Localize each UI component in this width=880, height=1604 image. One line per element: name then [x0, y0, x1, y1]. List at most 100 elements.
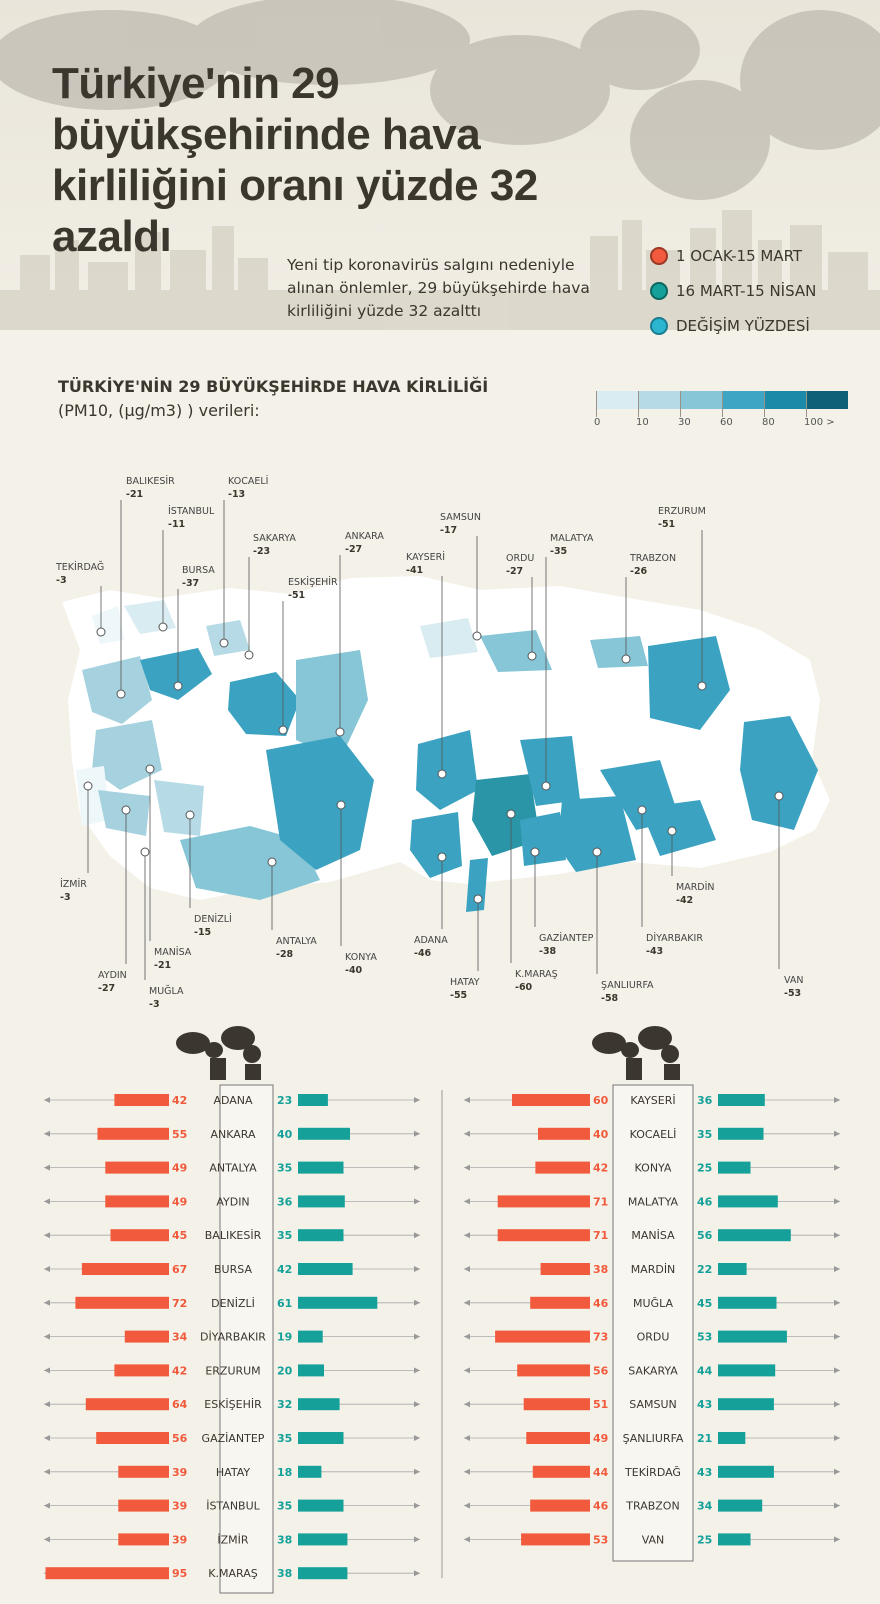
callout-city-name: SAKARYA — [253, 533, 296, 544]
table-row: 42 ADANA 23 — [44, 1094, 420, 1107]
arrow-left-icon — [44, 1097, 50, 1103]
before-bar — [512, 1094, 590, 1106]
arrow-left-icon — [464, 1232, 470, 1239]
left-name-column — [219, 1084, 274, 1594]
factory-chimney-icon-right — [592, 1026, 680, 1080]
region-balikesir — [82, 656, 152, 724]
map-callout: SAKARYA -23 — [244, 533, 296, 660]
after-value: 32 — [277, 1398, 292, 1411]
city-marker-icon — [506, 809, 516, 819]
map-callout: K.MARAŞ -60 — [506, 809, 558, 993]
arrow-right-icon — [834, 1502, 840, 1509]
map-callout: MUĞLA -3 — [140, 847, 184, 1010]
after-value: 36 — [277, 1195, 293, 1208]
legend-label: DEĞİŞİM YÜZDESİ — [676, 316, 810, 335]
row-city-name: MUĞLA — [633, 1297, 673, 1310]
legend-label: 16 MART-15 NİSAN — [676, 281, 817, 300]
region-samsun — [420, 618, 478, 658]
row-city-name: ANKARA — [210, 1128, 255, 1141]
table-row: 34 DİYARBAKIR 19 — [44, 1330, 420, 1344]
city-marker-icon — [96, 627, 106, 637]
after-bar — [718, 1465, 774, 1478]
city-marker-icon — [278, 725, 288, 735]
legend-label: 1 OCAK-15 MART — [676, 246, 803, 265]
map-callout: KONYA -40 — [336, 800, 377, 976]
after-bar — [298, 1364, 324, 1377]
after-bar — [718, 1398, 774, 1411]
callout-change-value: -17 — [440, 525, 457, 536]
scale-swatch — [806, 391, 848, 409]
scale-tick-mark — [596, 391, 597, 417]
before-bar — [526, 1432, 590, 1444]
row-city-name: TRABZON — [625, 1500, 679, 1513]
arrow-right-icon — [414, 1536, 420, 1543]
row-city-name: HATAY — [216, 1466, 250, 1479]
callout-change-value: -27 — [345, 544, 362, 555]
row-city-name: BURSA — [214, 1263, 252, 1276]
table-row: 51 SAMSUN 43 — [464, 1398, 840, 1411]
arrow-left-icon — [44, 1401, 50, 1408]
before-bar — [118, 1533, 169, 1546]
map-callout: TRABZON -26 — [621, 553, 676, 664]
row-city-name: SAKARYA — [628, 1364, 678, 1377]
arrow-right-icon — [834, 1367, 840, 1374]
before-value: 39 — [172, 1533, 187, 1546]
row-city-name: TEKİRDAĞ — [624, 1466, 681, 1479]
callout-city-name: SAMSUN — [440, 512, 481, 523]
arrow-left-icon — [464, 1333, 470, 1340]
factory-chimney-icon-left — [176, 1026, 261, 1080]
callout-city-name: ŞANLIURFA — [601, 980, 654, 991]
arrow-left-icon — [44, 1164, 50, 1171]
arrow-left-icon — [464, 1502, 470, 1509]
city-marker-icon — [244, 650, 254, 660]
city-marker-icon — [527, 651, 537, 661]
after-bar — [298, 1567, 348, 1580]
callout-change-value: -58 — [601, 993, 619, 1004]
legend-item-after: 16 MART-15 NİSAN — [650, 273, 816, 308]
row-city-name: ORDU — [637, 1331, 670, 1344]
callout-city-name: VAN — [784, 975, 804, 986]
after-bar — [718, 1094, 765, 1106]
callout-city-name: KAYSERİ — [406, 552, 445, 563]
callout-city-name: KONYA — [345, 952, 377, 963]
before-bar — [114, 1094, 169, 1106]
after-bar — [298, 1296, 378, 1309]
city-marker-icon — [530, 847, 540, 857]
arrow-left-icon — [464, 1130, 470, 1137]
arrow-left-icon — [464, 1468, 470, 1475]
table-row: 39 İSTANBUL 35 — [44, 1499, 420, 1513]
arrow-right-icon — [834, 1333, 840, 1340]
after-value: 35 — [277, 1500, 292, 1513]
arrow-left-icon — [44, 1367, 50, 1374]
after-bar — [298, 1533, 348, 1546]
arrow-right-icon — [414, 1502, 420, 1509]
before-value: 72 — [172, 1297, 187, 1310]
before-value: 60 — [593, 1094, 609, 1107]
before-value: 49 — [172, 1195, 187, 1208]
table-row: 42 KONYA 25 — [464, 1161, 840, 1175]
after-bar — [718, 1195, 778, 1208]
city-marker-icon — [541, 781, 551, 791]
page-title: Türkiye'nin 29 büyükşehirinde hava kirli… — [52, 59, 538, 261]
scale-tick-label: 100 > — [804, 417, 835, 428]
before-value: 53 — [593, 1533, 608, 1546]
table-row: 49 ANTALYA 35 — [44, 1161, 420, 1175]
before-value: 42 — [172, 1094, 187, 1107]
callout-change-value: -51 — [658, 519, 675, 530]
table-row: 45 BALIKESİR 35 — [44, 1229, 420, 1242]
city-marker-icon — [335, 727, 345, 737]
after-value: 35 — [277, 1432, 292, 1445]
arrow-right-icon — [414, 1097, 420, 1103]
region-ankara — [296, 650, 368, 760]
after-value: 53 — [697, 1331, 712, 1344]
arrow-left-icon — [44, 1435, 50, 1441]
before-bar — [96, 1432, 169, 1444]
callout-change-value: -38 — [539, 946, 557, 957]
callout-change-value: -40 — [345, 965, 363, 976]
callout-change-value: -53 — [784, 988, 801, 999]
callout-change-value: -21 — [154, 960, 171, 971]
table-row: 39 İZMİR 38 — [44, 1533, 420, 1546]
before-bar — [532, 1465, 590, 1478]
before-value: 39 — [172, 1500, 187, 1513]
arrow-right-icon — [834, 1164, 840, 1171]
